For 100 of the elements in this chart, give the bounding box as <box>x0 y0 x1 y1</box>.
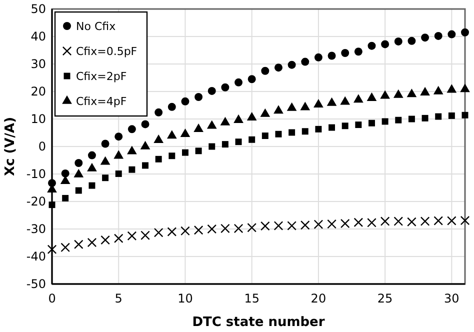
point <box>448 30 456 38</box>
y-tick-label: 50 <box>30 2 46 16</box>
y-axis-title: Xc (V/A) <box>3 116 18 176</box>
point <box>275 130 282 138</box>
point <box>327 219 336 229</box>
point <box>234 224 244 234</box>
x-tick-label: 10 <box>178 292 193 306</box>
point <box>127 231 137 241</box>
point <box>366 92 377 101</box>
x-tick-label: 0 <box>48 292 56 306</box>
y-tick-label: 0 <box>38 139 46 154</box>
legend-label: Cfix=0.5pF <box>76 45 138 58</box>
point <box>234 114 244 123</box>
point <box>194 123 204 132</box>
point <box>380 216 390 226</box>
point <box>314 99 324 108</box>
point <box>246 112 257 120</box>
point <box>448 112 455 119</box>
point <box>342 122 348 130</box>
point <box>394 37 402 46</box>
point <box>115 170 122 177</box>
point <box>315 126 322 132</box>
point <box>142 162 148 169</box>
point <box>406 88 417 98</box>
y-tick-label: -50 <box>26 276 46 291</box>
point <box>88 182 96 189</box>
point <box>167 227 177 236</box>
point <box>101 140 110 148</box>
y-tick-label: 20 <box>30 84 46 98</box>
point <box>328 52 336 60</box>
legend-label: Cfix=2pF <box>76 70 127 83</box>
point <box>447 216 456 226</box>
point <box>140 230 150 240</box>
point <box>395 116 402 124</box>
point <box>208 86 216 95</box>
point <box>421 34 430 42</box>
point <box>355 122 362 128</box>
point <box>100 235 110 245</box>
point <box>195 148 202 154</box>
point <box>100 156 110 165</box>
y-tick-label: -30 <box>26 222 46 236</box>
point <box>460 216 470 226</box>
point <box>180 226 190 236</box>
point <box>140 140 150 150</box>
point <box>380 90 390 99</box>
point <box>328 124 336 131</box>
point <box>128 166 136 173</box>
point <box>87 238 97 248</box>
point <box>180 128 190 137</box>
point <box>408 116 415 122</box>
y-tick-label: 30 <box>30 56 46 71</box>
point <box>434 216 444 226</box>
point <box>420 216 430 226</box>
point <box>381 40 390 48</box>
point <box>341 49 350 57</box>
point <box>274 105 284 114</box>
point <box>168 152 176 160</box>
y-tick-label: -40 <box>26 249 46 264</box>
point <box>48 179 56 188</box>
point <box>435 113 442 120</box>
point <box>62 194 69 202</box>
point <box>155 156 162 162</box>
point <box>274 221 284 230</box>
y-tick-label: -10 <box>26 166 46 181</box>
point <box>260 221 270 231</box>
legend-label: Cfix=4pF <box>76 95 127 108</box>
point <box>314 53 322 62</box>
point <box>247 222 257 232</box>
point <box>368 120 375 126</box>
point <box>367 218 376 228</box>
point <box>166 130 177 139</box>
point <box>382 118 388 125</box>
y-tick-label: -20 <box>26 194 46 208</box>
point <box>300 102 310 110</box>
point <box>168 102 176 111</box>
point <box>235 138 242 146</box>
point <box>462 112 468 118</box>
point <box>154 134 164 144</box>
point <box>420 86 430 96</box>
point <box>460 84 470 92</box>
point <box>302 128 308 135</box>
point <box>154 108 163 116</box>
point <box>314 220 324 229</box>
point <box>248 136 256 143</box>
point <box>207 224 217 234</box>
point <box>248 75 256 84</box>
point <box>301 58 310 66</box>
point <box>286 102 297 111</box>
point <box>182 149 188 156</box>
x-axis-title: DTC state number <box>192 315 326 330</box>
point <box>194 225 204 235</box>
point <box>354 48 362 56</box>
point <box>208 143 216 150</box>
point <box>220 224 230 234</box>
legend-label: No Cfix <box>76 20 116 33</box>
x-tick-label: 15 <box>244 292 260 306</box>
point <box>260 108 270 117</box>
point <box>340 96 350 105</box>
point <box>422 114 428 122</box>
point <box>74 240 84 250</box>
